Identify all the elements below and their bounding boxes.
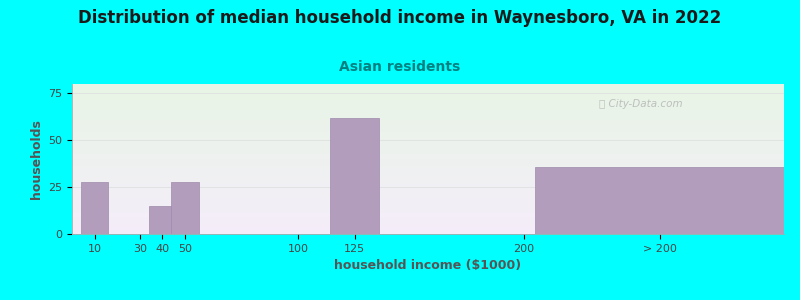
Bar [149,206,176,234]
Text: Distribution of median household income in Waynesboro, VA in 2022: Distribution of median household income … [78,9,722,27]
Text: Asian residents: Asian residents [339,60,461,74]
X-axis label: household income ($1000): household income ($1000) [334,259,522,272]
Bar [330,118,379,234]
Y-axis label: households: households [30,119,42,199]
Bar [535,167,784,234]
Text: ⓘ City-Data.com: ⓘ City-Data.com [599,99,682,109]
Bar [171,182,198,234]
Bar [81,182,108,234]
